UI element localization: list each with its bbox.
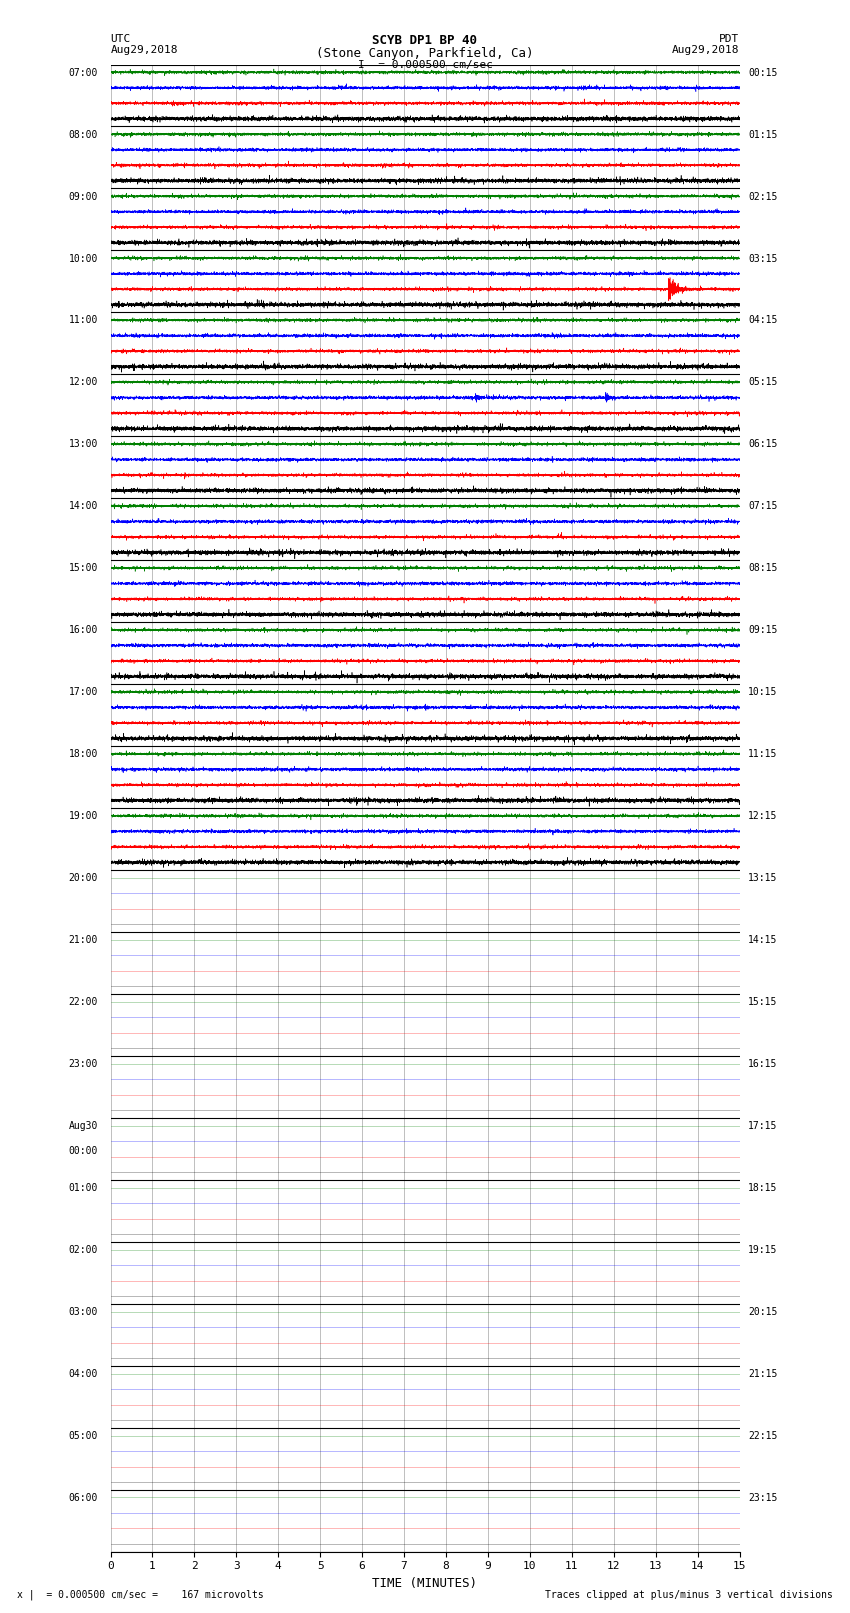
Text: 11:00: 11:00 <box>69 316 98 326</box>
Text: 00:00: 00:00 <box>69 1145 98 1157</box>
Text: Aug29,2018: Aug29,2018 <box>672 45 740 55</box>
Text: 08:15: 08:15 <box>748 563 777 573</box>
Text: 17:15: 17:15 <box>748 1121 777 1131</box>
Text: I  = 0.000500 cm/sec: I = 0.000500 cm/sec <box>358 60 492 69</box>
Text: 18:15: 18:15 <box>748 1182 777 1194</box>
Text: 07:15: 07:15 <box>748 502 777 511</box>
Text: 03:15: 03:15 <box>748 253 777 263</box>
Text: 21:15: 21:15 <box>748 1369 777 1379</box>
Text: 04:00: 04:00 <box>69 1369 98 1379</box>
Text: 12:15: 12:15 <box>748 811 777 821</box>
Text: 00:15: 00:15 <box>748 68 777 77</box>
Text: 10:15: 10:15 <box>748 687 777 697</box>
Text: 03:00: 03:00 <box>69 1307 98 1316</box>
Text: 14:00: 14:00 <box>69 502 98 511</box>
Text: 02:15: 02:15 <box>748 192 777 202</box>
Text: 18:00: 18:00 <box>69 750 98 760</box>
Text: 09:00: 09:00 <box>69 192 98 202</box>
Text: (Stone Canyon, Parkfield, Ca): (Stone Canyon, Parkfield, Ca) <box>316 47 534 60</box>
Text: 23:15: 23:15 <box>748 1494 777 1503</box>
Text: UTC: UTC <box>110 34 131 44</box>
Text: 06:15: 06:15 <box>748 439 777 450</box>
Text: x |  = 0.000500 cm/sec =    167 microvolts: x | = 0.000500 cm/sec = 167 microvolts <box>17 1589 264 1600</box>
Text: Traces clipped at plus/minus 3 vertical divisions: Traces clipped at plus/minus 3 vertical … <box>545 1590 833 1600</box>
Text: 04:15: 04:15 <box>748 316 777 326</box>
Text: 16:15: 16:15 <box>748 1060 777 1069</box>
Text: 01:00: 01:00 <box>69 1182 98 1194</box>
Text: 09:15: 09:15 <box>748 626 777 636</box>
Text: SCYB DP1 BP 40: SCYB DP1 BP 40 <box>372 34 478 47</box>
Text: 08:00: 08:00 <box>69 129 98 140</box>
Text: 13:00: 13:00 <box>69 439 98 450</box>
Text: 07:00: 07:00 <box>69 68 98 77</box>
Text: 13:15: 13:15 <box>748 873 777 884</box>
Text: 16:00: 16:00 <box>69 626 98 636</box>
Text: 15:00: 15:00 <box>69 563 98 573</box>
Text: 19:00: 19:00 <box>69 811 98 821</box>
Text: 05:00: 05:00 <box>69 1431 98 1440</box>
Text: 17:00: 17:00 <box>69 687 98 697</box>
Text: 10:00: 10:00 <box>69 253 98 263</box>
Text: 15:15: 15:15 <box>748 997 777 1007</box>
Text: PDT: PDT <box>719 34 740 44</box>
Text: 20:15: 20:15 <box>748 1307 777 1316</box>
Text: 12:00: 12:00 <box>69 377 98 387</box>
X-axis label: TIME (MINUTES): TIME (MINUTES) <box>372 1578 478 1590</box>
Text: 22:00: 22:00 <box>69 997 98 1007</box>
Text: Aug30: Aug30 <box>69 1121 98 1131</box>
Text: Aug29,2018: Aug29,2018 <box>110 45 178 55</box>
Text: 06:00: 06:00 <box>69 1494 98 1503</box>
Text: 20:00: 20:00 <box>69 873 98 884</box>
Text: 11:15: 11:15 <box>748 750 777 760</box>
Text: 14:15: 14:15 <box>748 936 777 945</box>
Text: 21:00: 21:00 <box>69 936 98 945</box>
Text: 19:15: 19:15 <box>748 1245 777 1255</box>
Text: 22:15: 22:15 <box>748 1431 777 1440</box>
Text: 23:00: 23:00 <box>69 1060 98 1069</box>
Text: 05:15: 05:15 <box>748 377 777 387</box>
Text: 01:15: 01:15 <box>748 129 777 140</box>
Text: 02:00: 02:00 <box>69 1245 98 1255</box>
